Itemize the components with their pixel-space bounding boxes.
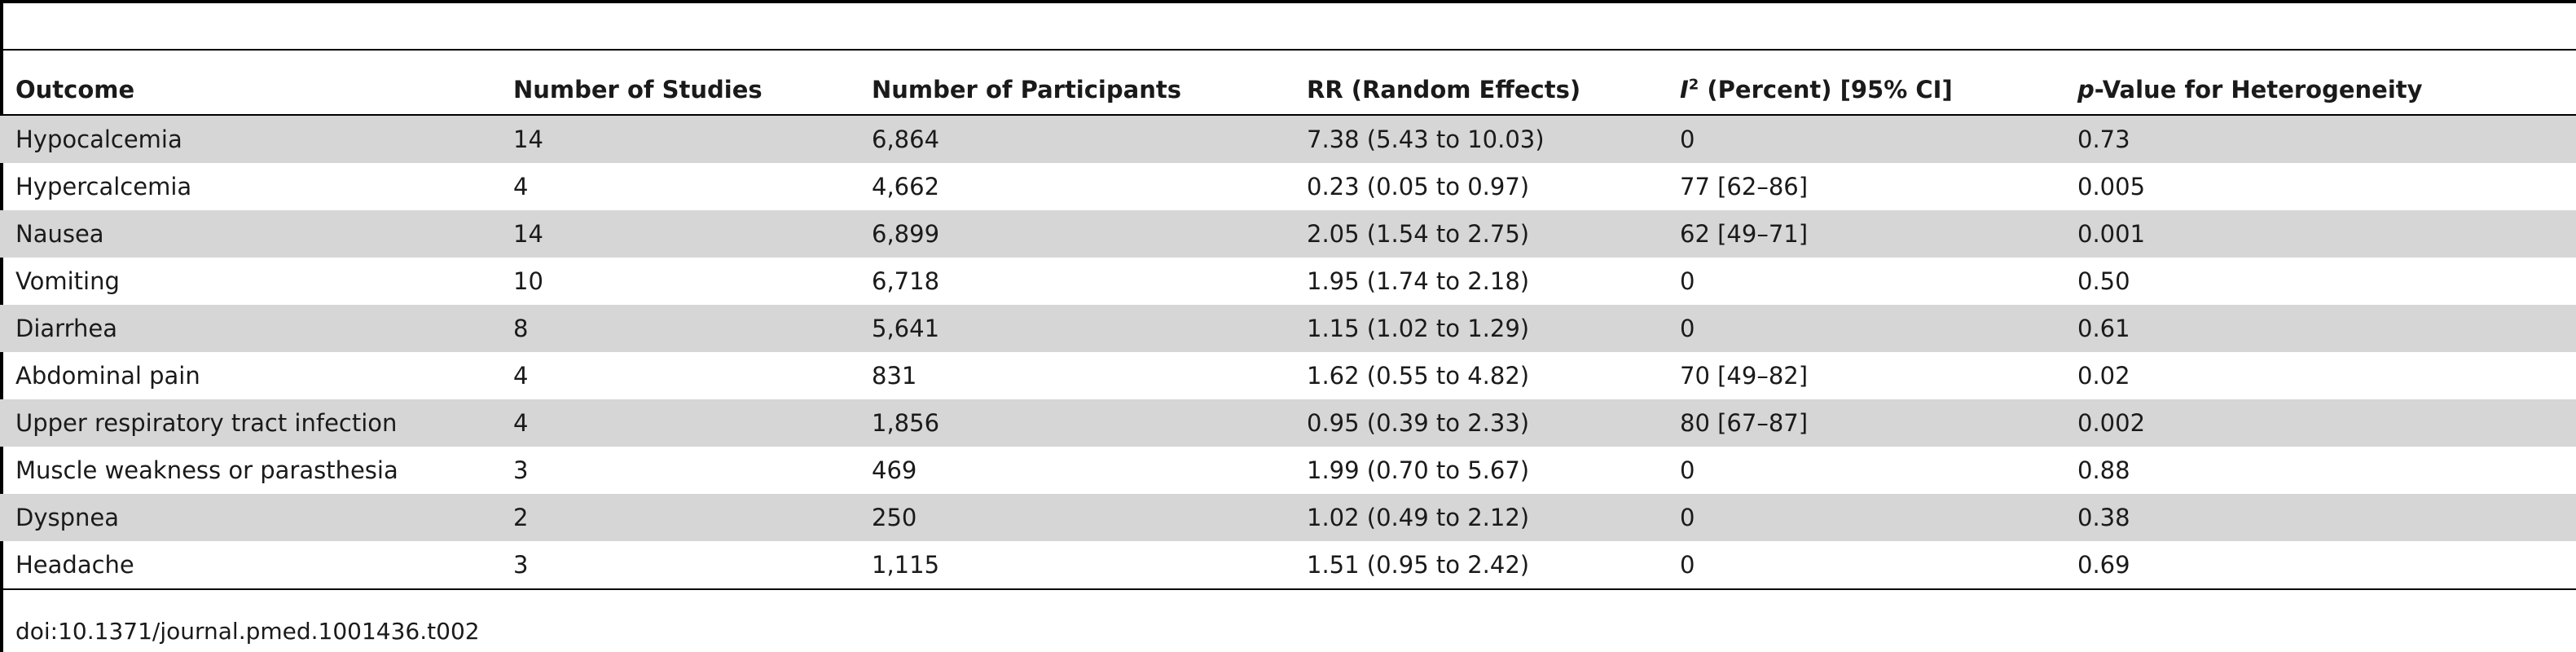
- cell-number-of-studies: 8: [498, 305, 856, 352]
- cell-outcome: Upper respiratory tract infection: [0, 399, 498, 447]
- header-i2-percent: I2 (Percent) [95% CI]: [1664, 65, 2062, 116]
- p-symbol: p: [2077, 76, 2095, 104]
- cell-rr: 1.62 (0.55 to 4.82): [1307, 362, 1530, 390]
- cell-i2: 70 [49–82]: [1680, 362, 1809, 390]
- cell-i2: 80 [67–87]: [1664, 399, 2062, 447]
- cell-outcome: Hypocalcemia: [0, 115, 498, 163]
- cell-outcome: Headache: [0, 541, 498, 590]
- cell-p-value: 0.50: [2077, 267, 2130, 295]
- cell-number-of-studies: 10: [513, 267, 543, 295]
- table-row: Abdominal pain 4 831 1.62 (0.55 to 4.82) 70 …: [0, 352, 2576, 399]
- cell-outcome: Nausea: [0, 210, 498, 258]
- table-row: Hypercalcemia 4 4,662 0.23 (0.05 to 0.97) 77…: [0, 163, 2576, 210]
- cell-p-value: 0.02: [2077, 362, 2130, 390]
- cell-number-of-participants: 6,899: [856, 210, 1291, 258]
- table-row: Headache 3 1,115 1.51 (0.95 to 2.42) 0 0.69: [0, 541, 2576, 590]
- cell-rr: 2.05 (1.54 to 2.75): [1291, 210, 1664, 258]
- header-p-value-heterogeneity: p-Value for Heterogeneity: [2062, 65, 2576, 116]
- cell-outcome: Diarrhea: [0, 305, 498, 352]
- cell-p-value: 0.73: [2062, 115, 2576, 163]
- cell-i2: 0: [1680, 267, 1695, 295]
- cell-p-value: 0.88: [2077, 456, 2130, 484]
- cell-p-value: 0.005: [2077, 173, 2146, 200]
- i2-superscript: 2: [1688, 76, 1699, 94]
- p-header-rest: -Value for Heterogeneity: [2094, 76, 2423, 104]
- table-row: Diarrhea 8 5,641 1.15 (1.02 to 1.29) 0 0.61: [0, 305, 2576, 352]
- i2-symbol: I: [1680, 76, 1689, 104]
- doi-footer: doi:10.1371/journal.pmed.1001436.t002: [15, 618, 480, 645]
- cell-outcome: Abdominal pain: [15, 362, 200, 390]
- cell-p-value: 0.001: [2062, 210, 2576, 258]
- table-row: Dyspnea 2 250 1.02 (0.49 to 2.12) 0 0.38: [0, 494, 2576, 541]
- table-row: Muscle weakness or parasthesia 3 469 1.99 (…: [0, 447, 2576, 494]
- cell-number-of-studies: 4: [513, 362, 529, 390]
- cell-p-value: 0.002: [2062, 399, 2576, 447]
- cell-rr: 7.38 (5.43 to 10.03): [1291, 115, 1664, 163]
- cell-rr: 1.51 (0.95 to 2.42): [1291, 541, 1664, 590]
- cell-rr: 0.23 (0.05 to 0.97): [1307, 173, 1530, 200]
- table-row: Upper respiratory tract infection 4 1,856 0…: [0, 399, 2576, 447]
- table-row: Nausea 14 6,899 2.05 (1.54 to 2.75) 62 [49–7…: [0, 210, 2576, 258]
- cell-i2: 0: [1664, 494, 2062, 541]
- cell-p-value: 0.38: [2062, 494, 2576, 541]
- cell-number-of-studies: 14: [498, 115, 856, 163]
- cell-p-value: 0.69: [2062, 541, 2576, 590]
- cell-number-of-studies: 4: [513, 173, 529, 200]
- cell-rr: 1.15 (1.02 to 1.29): [1291, 305, 1664, 352]
- table-row: Hypocalcemia 14 6,864 7.38 (5.43 to 10.03) 0…: [0, 115, 2576, 163]
- header-number-of-studies: Number of Studies: [498, 65, 856, 116]
- cell-number-of-studies: 3: [513, 456, 529, 484]
- cell-number-of-participants: 831: [872, 362, 917, 390]
- cell-number-of-participants: 6,864: [856, 115, 1291, 163]
- cell-rr: 1.95 (1.74 to 2.18): [1307, 267, 1530, 295]
- cell-i2: 0: [1664, 115, 2062, 163]
- cell-number-of-studies: 2: [498, 494, 856, 541]
- header-outcome: Outcome: [0, 65, 498, 116]
- cell-number-of-participants: 250: [856, 494, 1291, 541]
- cell-outcome: Hypercalcemia: [15, 173, 192, 200]
- cell-number-of-participants: 469: [872, 456, 917, 484]
- table-row: Vomiting 10 6,718 1.95 (1.74 to 2.18) 0 0.50: [0, 258, 2576, 305]
- cell-number-of-participants: 6,718: [872, 267, 940, 295]
- table-header-row: Outcome Number of Studies Number of Part…: [0, 65, 2576, 116]
- cell-number-of-participants: 1,856: [856, 399, 1291, 447]
- header-rr-random-effects: RR (Random Effects): [1291, 65, 1664, 116]
- cell-number-of-studies: 4: [498, 399, 856, 447]
- table-body: Hypocalcemia 14 6,864 7.38 (5.43 to 10.03) 0…: [0, 115, 2576, 590]
- cell-i2: 62 [49–71]: [1664, 210, 2062, 258]
- cell-rr: 1.02 (0.49 to 2.12): [1291, 494, 1664, 541]
- cell-i2: 0: [1664, 305, 2062, 352]
- cell-number-of-participants: 1,115: [856, 541, 1291, 590]
- cell-i2: 0: [1680, 456, 1695, 484]
- cell-outcome: Muscle weakness or parasthesia: [15, 456, 398, 484]
- cell-p-value: 0.61: [2062, 305, 2576, 352]
- cell-outcome: Dyspnea: [0, 494, 498, 541]
- cell-number-of-participants: 5,641: [856, 305, 1291, 352]
- table-top-rule: [0, 49, 2576, 51]
- cell-rr: 1.99 (0.70 to 5.67): [1307, 456, 1530, 484]
- results-table: Outcome Number of Studies Number of Part…: [0, 65, 2576, 590]
- cell-i2: 77 [62–86]: [1680, 173, 1809, 200]
- cell-number-of-studies: 3: [498, 541, 856, 590]
- header-number-of-participants: Number of Participants: [856, 65, 1291, 116]
- cell-number-of-participants: 4,662: [872, 173, 940, 200]
- cell-i2: 0: [1664, 541, 2062, 590]
- cell-outcome: Vomiting: [15, 267, 120, 295]
- cell-rr: 0.95 (0.39 to 2.33): [1291, 399, 1664, 447]
- cell-number-of-studies: 14: [498, 210, 856, 258]
- i2-header-rest: (Percent) [95% CI]: [1699, 76, 1953, 104]
